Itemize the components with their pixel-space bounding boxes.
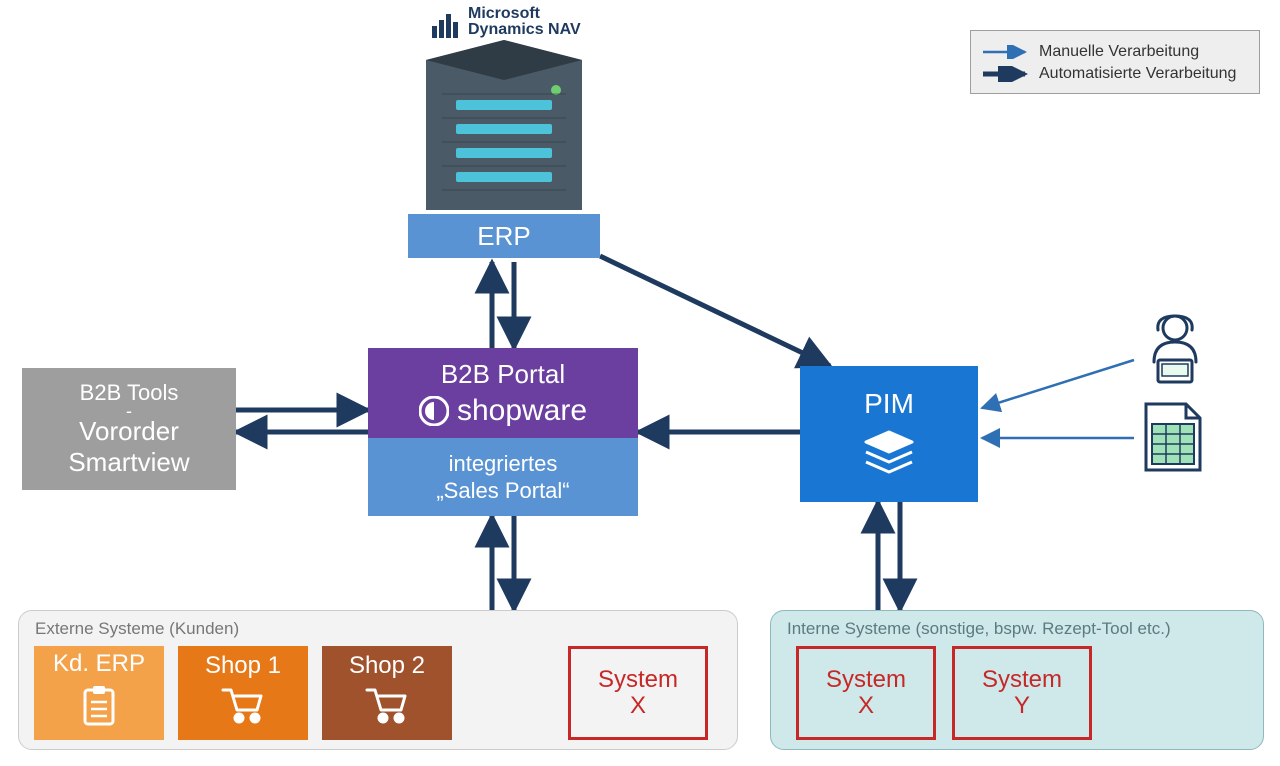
tile-label: Shop 2 [349,653,425,679]
cart-icon [221,686,265,733]
legend: Manuelle Verarbeitung Automatisierte Ver… [970,30,1260,94]
internal-systems-caption: Interne Systeme (sonstige, bspw. Rezept-… [787,619,1171,639]
external-systems-caption: Externe Systeme (Kunden) [35,619,239,639]
b2b-portal-node: B2B Portal shopware [368,348,638,438]
b2b-tools-line2: Vororder [79,416,179,447]
sales-portal-line2: „Sales Portal“ [436,477,569,505]
pim-node: PIM [800,366,978,502]
legend-label-manual: Manuelle Verarbeitung [1039,43,1199,61]
dynamics-text-bottom: Dynamics NAV [468,22,581,38]
shopware-text: shopware [457,394,587,428]
pim-label: PIM [864,388,914,420]
edge-person-pim [982,360,1134,408]
spreadsheet-icon [1140,400,1206,479]
legend-item-manual: Manuelle Verarbeitung [981,41,1245,63]
sales-portal-node: integriertes „Sales Portal“ [368,438,638,516]
dynamics-bars-icon [432,12,462,38]
clipboard-icon [79,684,119,735]
sales-portal-line1: integriertes [449,450,558,478]
erp-node: ERP [408,214,600,258]
dynamics-nav-logo: Microsoft Dynamics NAV [432,6,581,38]
tile-int-system-x: SystemX [796,646,936,740]
tile-label: Shop 1 [205,653,281,679]
tile-int-system-y: SystemY [952,646,1092,740]
tile-ext-system-x: SystemX [568,646,708,740]
tile-shop1: Shop 1 [178,646,308,740]
tile-label: SystemY [982,667,1062,720]
b2b-tools-line3: Smartview [68,447,189,478]
b2b-tools-dash: - [126,406,132,416]
shopware-brand: shopware [419,394,587,428]
tile-shop2: Shop 2 [322,646,452,740]
legend-item-auto: Automatisierte Verarbeitung [981,63,1245,85]
tile-label: SystemX [826,667,906,720]
person-icon [1140,312,1210,391]
dynamics-text-top: Microsoft [468,6,581,22]
erp-server-icon [426,40,582,210]
tile-kd-erp: Kd. ERP [34,646,164,740]
tile-label: SystemX [598,667,678,720]
shopware-icon [419,396,449,426]
erp-label: ERP [477,221,530,252]
layers-icon [862,430,916,480]
b2b-portal-title: B2B Portal [441,359,565,390]
b2b-tools-node: B2B Tools - Vororder Smartview [22,368,236,490]
cart-icon [365,686,409,733]
legend-label-auto: Automatisierte Verarbeitung [1039,65,1236,83]
tile-label: Kd. ERP [53,651,145,677]
